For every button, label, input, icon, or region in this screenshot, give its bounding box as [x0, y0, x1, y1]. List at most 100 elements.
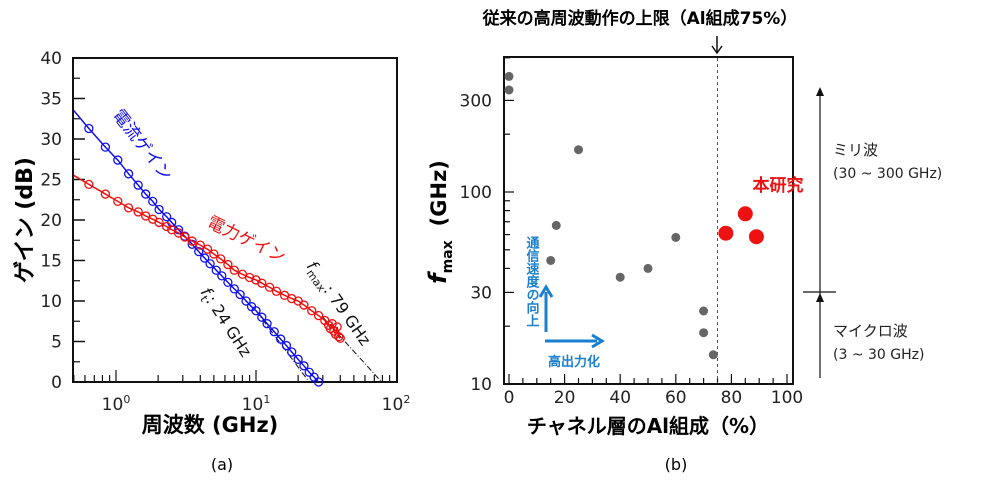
y-tick-label-a: 35 — [40, 90, 62, 110]
power-gain-point — [100, 189, 111, 199]
y-tick-label-a: 30 — [40, 130, 62, 150]
x-axis-title-a: 周波数 (GHz) — [142, 413, 279, 437]
power-gain-point — [223, 259, 233, 270]
power-gain-point — [313, 310, 324, 321]
current-gain-point — [200, 253, 210, 263]
current-gain-point — [205, 259, 215, 269]
current-gain-point — [113, 155, 123, 165]
prior-work-point — [504, 85, 514, 95]
power-gain-point — [84, 179, 94, 190]
current-gain-point — [229, 284, 239, 294]
current-gain-label: 電流ゲイン — [108, 106, 176, 185]
power-gain-point — [335, 333, 345, 343]
power-gain-point — [209, 249, 219, 259]
prior-work-point — [504, 71, 514, 81]
current-gain-point — [133, 180, 143, 190]
power-gain-point — [154, 217, 164, 228]
this-study-point — [737, 206, 753, 222]
panel-b: 従来の高周波動作の上限（Al組成75%） 10 30 100 300 0 20 40 60 80… — [424, 8, 942, 474]
power-gain-point — [229, 265, 239, 275]
y-tick-label-b: 30 — [470, 283, 492, 303]
current-gain-point — [251, 306, 261, 316]
ft-label: ft: 24 GHz — [194, 284, 255, 362]
power-arrow-head — [591, 333, 605, 349]
prior-work-point — [671, 232, 681, 242]
x-tick-label-b: 60 — [665, 388, 687, 408]
power-gain-point — [216, 254, 226, 264]
power-gain-point — [257, 278, 267, 288]
this-study-label: 本研究 — [753, 175, 804, 196]
power-gain-point — [332, 322, 342, 332]
speed-up-label: 通信速度の向上 — [524, 235, 540, 327]
current-gain-point — [223, 277, 233, 288]
power-gain-point — [161, 221, 172, 232]
x-axis-title-b: チャネル層のAl組成（%） — [527, 414, 769, 438]
x-tick-label-b: 0 — [504, 388, 515, 408]
y-tick-label-b: 10 — [470, 375, 492, 395]
current-gain-point — [211, 265, 221, 275]
panel-label-b: (b) — [665, 455, 688, 474]
y-tick-label-a: 0 — [51, 373, 62, 393]
current-gain-point — [123, 169, 134, 179]
y-tick-label-a: 20 — [40, 211, 62, 231]
current-gain-point — [304, 367, 314, 377]
this-study-point — [748, 229, 764, 245]
current-gain-point — [281, 340, 292, 351]
current-gain-point — [235, 289, 245, 300]
mm-wave-range: (30 ~ 300 GHz) — [833, 166, 942, 182]
current-gain-point — [217, 271, 227, 281]
power-gain-point — [244, 272, 255, 283]
plot-frame-b — [503, 56, 794, 385]
panel-label-a: (a) — [211, 455, 233, 474]
power-gain-point — [133, 207, 143, 217]
mm-wave-label: ミリ波 — [833, 141, 878, 159]
power-gain-point — [180, 232, 190, 242]
this-study-point — [718, 225, 734, 241]
micro-wave-range: (3 ~ 30 GHz) — [833, 347, 924, 363]
current-gain-point — [299, 361, 309, 371]
prior-work-point — [551, 220, 561, 230]
band-arrow-mid-head — [816, 293, 824, 302]
current-gain-point — [141, 189, 151, 199]
prior-work-point — [615, 272, 625, 282]
x-tick-label-b: 20 — [554, 388, 576, 408]
power-gain-point — [299, 300, 309, 310]
x-tick-label-b: 100 — [771, 388, 803, 408]
power-gain-point — [113, 196, 123, 207]
prior-work-point — [574, 145, 583, 155]
band-arrow-up-head — [816, 87, 824, 96]
x-tick-label-a: 102 — [382, 393, 411, 415]
current-gain-point — [84, 123, 94, 134]
prior-work-point — [699, 328, 709, 338]
prior-work-point — [546, 255, 556, 265]
current-gain-point — [276, 334, 286, 344]
current-gain-point — [241, 296, 251, 306]
high-power-label: 高出力化 — [548, 354, 600, 370]
trend-arrows: 通信速度の向上 高出力化 — [524, 235, 605, 370]
x-tick-label-a: 101 — [242, 393, 271, 415]
power-gain-point — [334, 331, 344, 342]
power-gain-point — [264, 282, 275, 292]
current-gain-point — [287, 347, 297, 357]
y-axis-title-b: fmax(GHz) — [424, 160, 456, 284]
x-tick-label-b: 40 — [609, 388, 631, 408]
current-gain-point — [148, 196, 158, 207]
power-gain-point — [307, 306, 317, 316]
current-gain-point — [100, 142, 111, 152]
prior-work-point — [708, 350, 718, 360]
limit-title: 従来の高周波動作の上限（Al組成75%） — [482, 8, 798, 29]
band-indicator: ミリ波 (30 ~ 300 GHz) マイクロ波 (3 ~ 30 GHz) — [803, 87, 942, 378]
x-tick-label-a: 100 — [102, 393, 131, 415]
current-gain-point — [154, 204, 164, 215]
micro-wave-label: マイクロ波 — [833, 322, 908, 340]
y-tick-label-b: 100 — [460, 183, 492, 203]
current-gain-point — [161, 212, 172, 222]
y-tick-label-a: 5 — [51, 333, 62, 353]
limit-arrow-head — [711, 45, 723, 55]
current-gain-point — [257, 312, 267, 322]
y-axis-title-a: ゲイン (dB) — [13, 157, 38, 283]
fmax-label: fmax: 79 GHz — [300, 257, 374, 350]
current-gain-point — [262, 319, 272, 329]
